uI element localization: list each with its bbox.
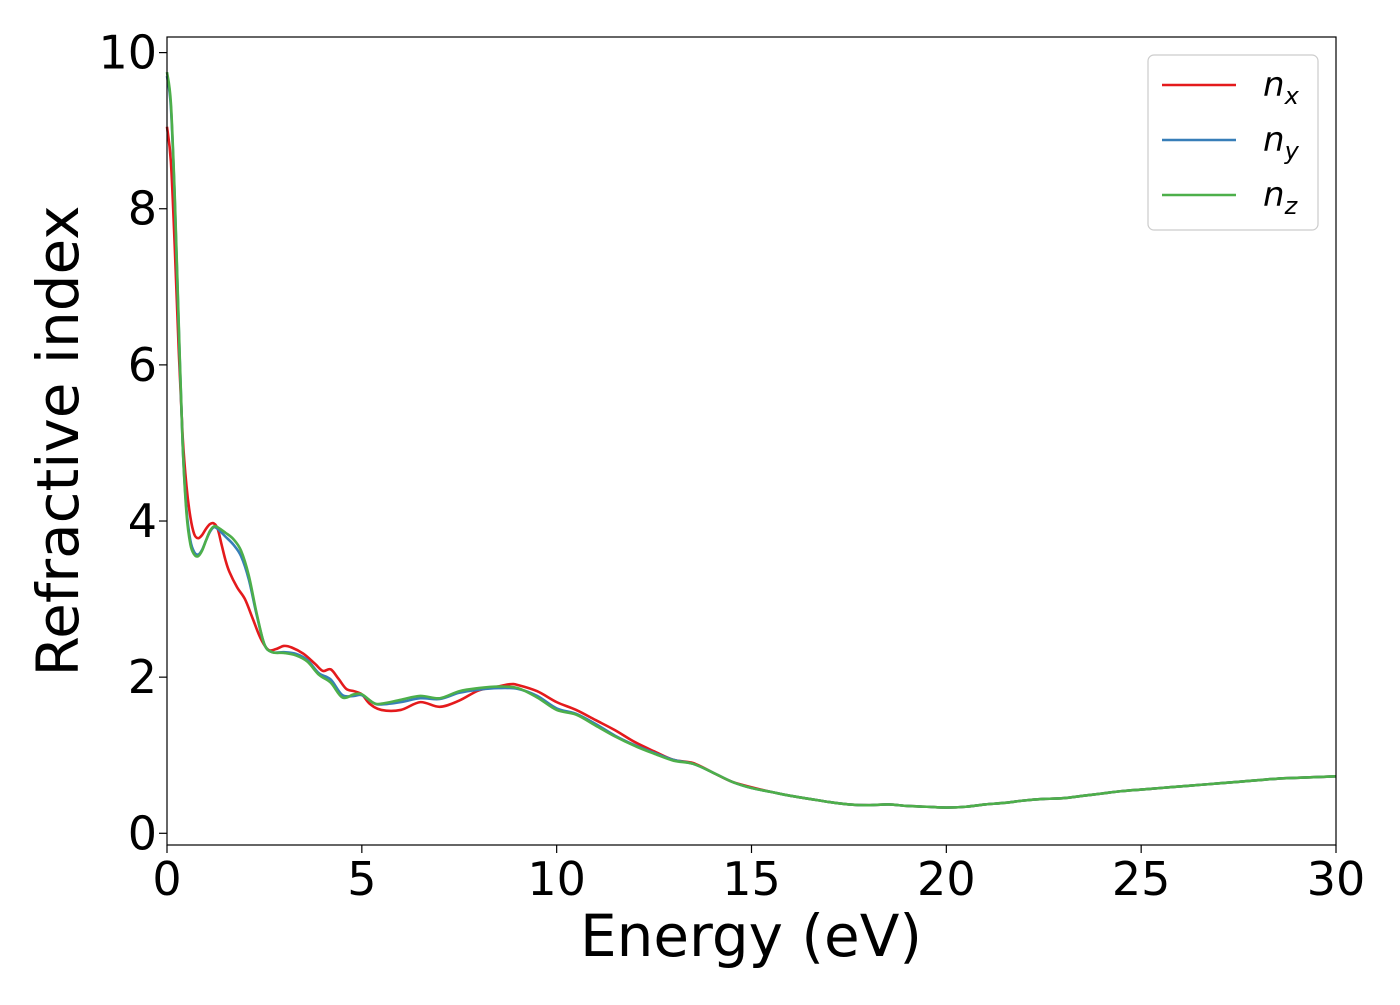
series-layer: [165, 71, 1337, 809]
legend: nx ny nz: [1147, 54, 1319, 231]
y-axis: 0 2 4 6 8 10: [98, 26, 167, 860]
x-tick-label: 10: [527, 852, 586, 906]
legend-label-n-z: nz: [1263, 175, 1299, 220]
x-axis: 0 5 10 15 20 25 30: [152, 845, 1365, 906]
x-axis-title: Energy (eV): [580, 902, 922, 970]
x-tick-label: 15: [722, 852, 781, 906]
y-axis-title: Refractive index: [24, 205, 92, 676]
x-tick-label: 20: [917, 852, 976, 906]
x-tick-label: 25: [1112, 852, 1171, 906]
x-tick-label: 5: [347, 852, 376, 906]
x-tick-label: 0: [152, 852, 181, 906]
y-tick-label: 8: [128, 182, 157, 236]
y-tick-label: 6: [128, 338, 157, 392]
y-tick-label: 2: [128, 650, 157, 704]
x-tick-label: 30: [1307, 852, 1366, 906]
y-tick-label: 10: [98, 26, 157, 80]
legend-label-n-x: nx: [1263, 65, 1300, 110]
y-tick-label: 4: [128, 494, 157, 548]
legend-box: [1147, 54, 1319, 231]
series-line-n-z: [165, 71, 1337, 809]
y-tick-label: 0: [128, 806, 157, 860]
legend-label-n-y: ny: [1263, 120, 1300, 165]
